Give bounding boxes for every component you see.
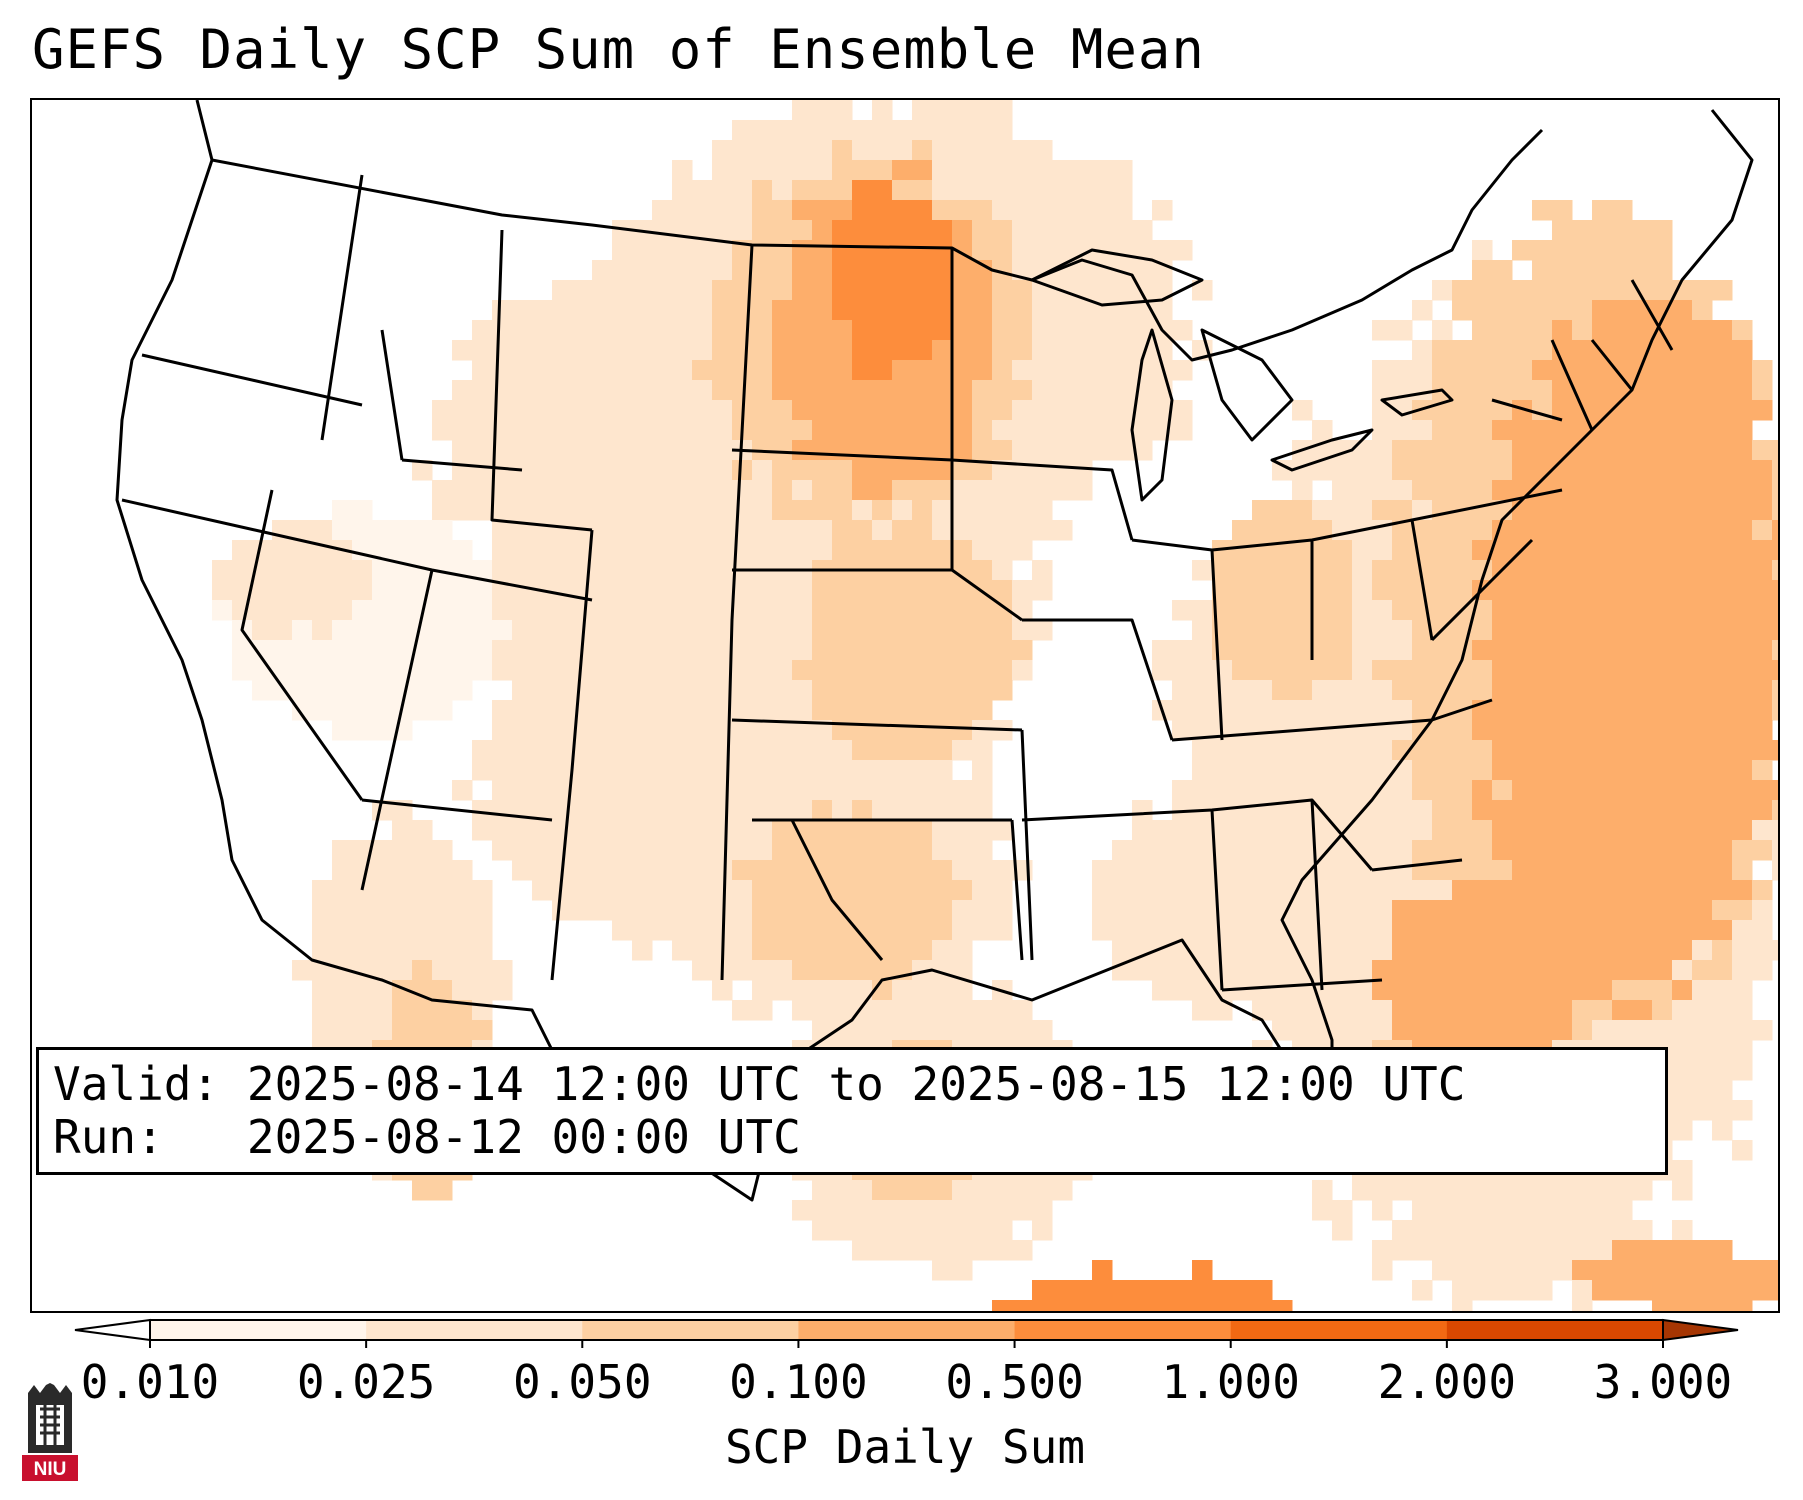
colorbar-tick-label: 0.010 — [80, 1355, 220, 1409]
state-lines-midwest — [951, 458, 1493, 742]
colorbar — [74, 1318, 1739, 1348]
state-lines-west — [121, 174, 594, 981]
valid-time-range: 2025-08-14 12:00 UTC to 2025-08-15 12:00… — [246, 1057, 1466, 1111]
colorbar-ticks — [149, 1340, 1664, 1348]
colorbar-tick-label: 0.050 — [513, 1355, 652, 1409]
colorbar-tick-label: 0.500 — [945, 1355, 1084, 1409]
lake-huron — [1200, 328, 1294, 442]
map-title: GEFS Daily SCP Sum of Ensemble Mean — [32, 18, 1205, 81]
colorbar-over-arrow — [1662, 1318, 1739, 1342]
colorbar-segment — [1014, 1320, 1232, 1340]
run-label: Run: — [53, 1110, 164, 1164]
colorbar-segment — [1230, 1320, 1448, 1340]
colorbar-outline — [149, 1319, 1664, 1341]
run-time: 2025-08-12 00:00 UTC — [246, 1110, 801, 1164]
valid-run-info-box: Valid: 2025-08-14 12:00 UTC to 2025-08-1… — [36, 1047, 1668, 1175]
colorbar-segment — [150, 1320, 367, 1340]
colorbar-tick-label: 0.025 — [296, 1355, 436, 1409]
lake-superior — [1030, 248, 1204, 307]
colorbar-segment — [798, 1320, 1016, 1340]
us-outline — [115, 100, 1754, 1202]
colorbar-tick-label: 3.000 — [1593, 1355, 1733, 1409]
colorbar-segment — [366, 1320, 583, 1340]
state-lines-northeast — [1411, 279, 1674, 522]
colorbar-tick-label: 1.000 — [1161, 1355, 1300, 1409]
scp-map — [115, 100, 1778, 1311]
colorbar-tick-label: 2.000 — [1377, 1355, 1517, 1409]
colorbar-segment — [582, 1320, 799, 1340]
logo-text: NIU — [34, 1459, 67, 1480]
colorbar-under-arrow — [74, 1318, 151, 1342]
lake-michigan — [1130, 328, 1174, 502]
colorbar-title: SCP Daily Sum — [724, 1420, 1086, 1474]
colorbar-segment — [1446, 1320, 1664, 1340]
niu-logo: NIU — [22, 1383, 78, 1481]
state-borders-layer — [115, 100, 1754, 1202]
state-lines-plains — [720, 244, 1024, 981]
colorbar-segments — [150, 1320, 1664, 1340]
lake-ontario — [1380, 388, 1454, 417]
scp-shading-layer — [212, 100, 1778, 1311]
state-lines-south — [1020, 538, 1534, 992]
valid-label: Valid: — [53, 1057, 220, 1111]
colorbar-tick-label: 0.100 — [729, 1355, 868, 1409]
lake-erie — [1270, 428, 1374, 472]
